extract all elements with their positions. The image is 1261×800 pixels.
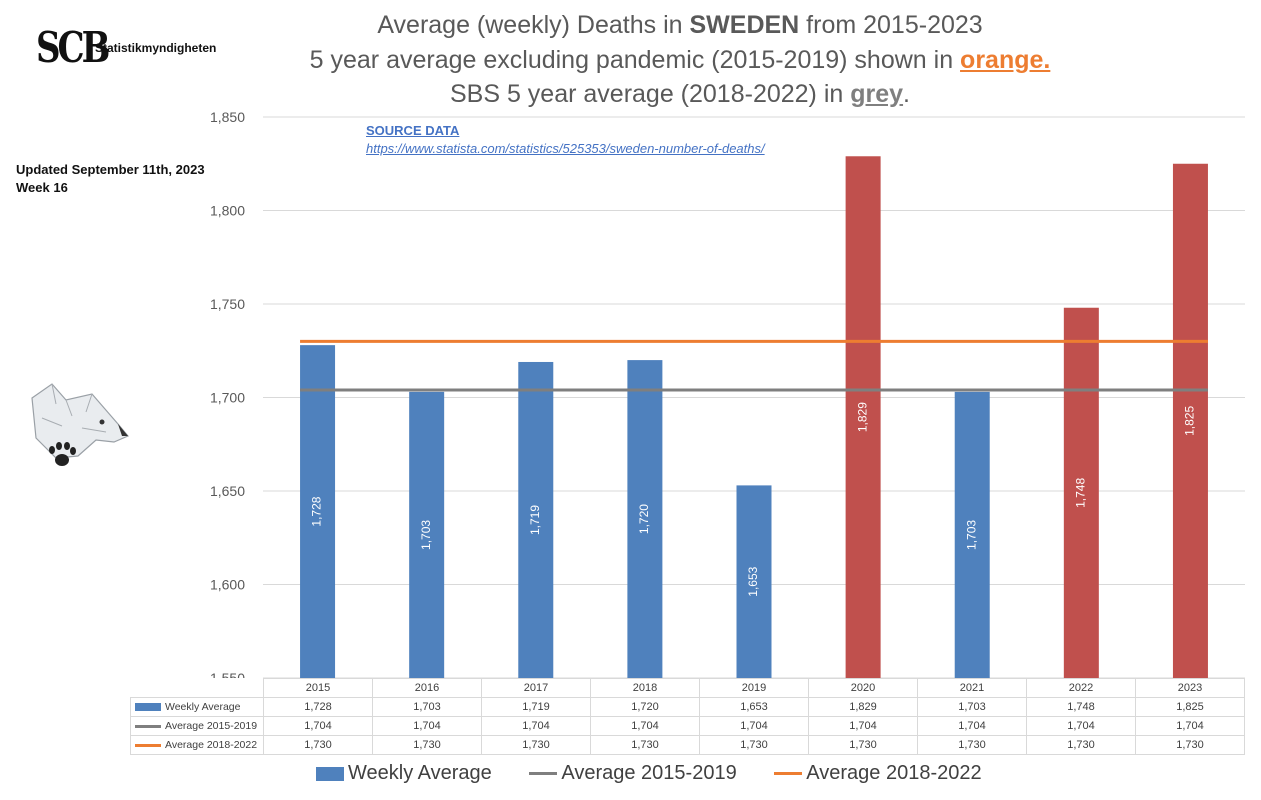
bar	[1172, 163, 1208, 678]
table-cell: 1,730	[917, 735, 1027, 755]
legend-item-avg-2018-2022: Average 2018-2022	[774, 762, 982, 785]
y-tick-label: 1,550	[210, 670, 245, 678]
legend-item-weekly: Weekly Average	[316, 762, 492, 785]
bar-data-label: 1,825	[1183, 406, 1197, 436]
table-cell: 1,730	[1135, 735, 1245, 755]
bar-data-label: 1,653	[746, 566, 760, 596]
bar	[518, 361, 554, 678]
table-cell: 1,829	[808, 697, 918, 717]
category-label: 2017	[481, 678, 591, 698]
bar-data-label: 1,829	[855, 402, 869, 432]
table-cell: 1,704	[263, 716, 373, 736]
legend-key-line	[135, 743, 161, 747]
bar	[845, 156, 881, 678]
legend-swatch	[316, 766, 344, 781]
legend-swatch	[529, 772, 558, 776]
table-cell: 1,730	[372, 735, 482, 755]
bar	[736, 485, 772, 678]
category-label: 2020	[808, 678, 918, 698]
y-tick-label: 1,800	[210, 203, 245, 219]
table-cell: 1,704	[372, 716, 482, 736]
table-row: Weekly Average 1,728 1,703 1,719 1,720 1…	[130, 697, 1245, 717]
legend-key-line	[135, 724, 161, 728]
source-url-link[interactable]: https://www.statista.com/statistics/5253…	[366, 141, 765, 156]
org-name: Statistikmyndigheten	[95, 41, 217, 55]
table-cell: 1,748	[1026, 697, 1136, 717]
table-cell: 1,825	[1135, 697, 1245, 717]
bar	[954, 391, 990, 678]
updated-week: Week 16	[16, 180, 68, 195]
table-cell: 1,703	[917, 697, 1027, 717]
table-cell: 1,704	[481, 716, 591, 736]
table-cell: 1,704	[1135, 716, 1245, 736]
category-label: 2016	[372, 678, 482, 698]
scb-logo: SCB	[36, 23, 110, 73]
bar-data-label: 1,720	[637, 504, 651, 534]
row-header-avg-2018-2022: Average 2018-2022	[130, 735, 264, 755]
bar-data-label: 1,748	[1074, 478, 1088, 508]
table-header-row: 2015 2016 2017 2018 2019 2020 2021 2022 …	[130, 678, 1245, 698]
category-label: 2023	[1135, 678, 1245, 698]
table-cell: 1,704	[699, 716, 809, 736]
table-cell: 1,728	[263, 697, 373, 717]
row-header-avg-2015-2019: Average 2015-2019	[130, 716, 264, 736]
category-label: 2019	[699, 678, 809, 698]
category-label: 2021	[917, 678, 1027, 698]
row-header-weekly: Weekly Average	[130, 697, 264, 717]
y-tick-label: 1,850	[210, 109, 245, 125]
table-cell: 1,730	[590, 735, 700, 755]
bar	[300, 345, 336, 678]
table-cell: 1,730	[808, 735, 918, 755]
chart-title-line-3: SBS 5 year average (2018-2022) in grey.	[449, 80, 910, 108]
bar-data-label: 1,719	[528, 505, 542, 535]
updated-note: Updated September 11th, 2023 Week 16	[16, 161, 205, 197]
y-tick-label: 1,600	[210, 577, 245, 593]
table-cell: 1,653	[699, 697, 809, 717]
bar	[1063, 307, 1099, 678]
category-label: 2022	[1026, 678, 1136, 698]
table-corner	[130, 678, 264, 698]
chart-title-line-1: Average (weekly) Deaths in SWEDEN from 2…	[377, 11, 983, 39]
legend-item-avg-2015-2019: Average 2015-2019	[529, 762, 737, 785]
table-row: Average 2015-2019 1,704 1,704 1,704 1,70…	[130, 716, 1245, 736]
chart-legend: Weekly Average Average 2015-2019 Average…	[316, 762, 1014, 785]
bar-data-label: 1,703	[964, 520, 978, 550]
table-cell: 1,704	[808, 716, 918, 736]
y-tick-label: 1,700	[210, 390, 245, 406]
data-table: 2015 2016 2017 2018 2019 2020 2021 2022 …	[130, 678, 1245, 755]
table-row: Average 2018-2022 1,730 1,730 1,730 1,73…	[130, 735, 1245, 755]
table-cell: 1,730	[699, 735, 809, 755]
source-data-title: SOURCE DATA	[366, 123, 460, 138]
table-cell: 1,720	[590, 697, 700, 717]
bar	[409, 391, 445, 678]
bar-data-label: 1,728	[310, 496, 324, 526]
legend-key-bar	[135, 703, 161, 712]
table-cell: 1,704	[590, 716, 700, 736]
category-label: 2018	[590, 678, 700, 698]
table-cell: 1,730	[1026, 735, 1136, 755]
table-cell: 1,719	[481, 697, 591, 717]
bar-chart: 1,550 1,600 1,650 1,700 1,750 1,800 1,850 1,72…	[210, 109, 1245, 678]
y-tick-label: 1,650	[210, 483, 245, 499]
bar-data-label: 1,703	[419, 520, 433, 550]
wolf-emblem-icon	[31, 383, 129, 466]
bar	[627, 360, 663, 678]
table-cell: 1,703	[372, 697, 482, 717]
updated-date: Updated September 11th, 2023	[16, 162, 205, 177]
chart-title-line-2: 5 year average excluding pandemic (2015-…	[309, 46, 1051, 74]
legend-swatch	[774, 772, 803, 776]
table-cell: 1,704	[1026, 716, 1136, 736]
category-label: 2015	[263, 678, 373, 698]
y-tick-label: 1,750	[210, 296, 245, 312]
table-cell: 1,730	[263, 735, 373, 755]
table-cell: 1,704	[917, 716, 1027, 736]
table-cell: 1,730	[481, 735, 591, 755]
